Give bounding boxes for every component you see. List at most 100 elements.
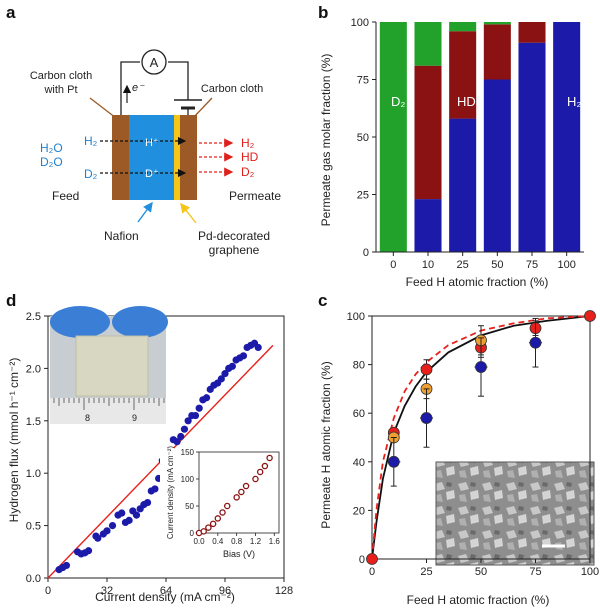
data-point bbox=[221, 370, 229, 378]
graphene-pointer bbox=[180, 202, 197, 224]
data-point bbox=[254, 343, 262, 352]
inset-data-point bbox=[200, 528, 207, 535]
bar-segment bbox=[414, 199, 442, 252]
y-axis-label: Permeate H atomic fraction (%) bbox=[319, 361, 333, 528]
x-tick-label: 128 bbox=[275, 585, 293, 597]
data-point bbox=[180, 425, 189, 433]
bar-segment bbox=[553, 22, 581, 252]
output-h2-label: H₂ bbox=[241, 136, 255, 150]
right-electrode-label: Carbon cloth bbox=[201, 83, 263, 95]
ruler-label-9: 9 bbox=[132, 413, 137, 423]
data-point bbox=[239, 352, 248, 360]
y-tick-label: 2.0 bbox=[26, 363, 41, 375]
y-tick-label: 0 bbox=[363, 247, 369, 259]
bar-segment bbox=[483, 24, 511, 80]
bar-segment bbox=[483, 22, 511, 25]
output-hd-label: HD bbox=[241, 150, 259, 164]
data-point bbox=[84, 547, 93, 555]
ruler-ticks bbox=[53, 398, 165, 410]
data-point bbox=[202, 394, 211, 402]
inset-data-point bbox=[252, 475, 259, 483]
x-tick-label: 75 bbox=[529, 566, 541, 578]
inset-data-point bbox=[214, 515, 222, 522]
x-tick-label: 0 bbox=[369, 566, 375, 578]
x-axis-label: Feed H atomic fraction (%) bbox=[407, 593, 550, 607]
photo-inset: 8 9 bbox=[50, 306, 168, 424]
glove-right bbox=[112, 306, 168, 338]
inset-data-point bbox=[261, 462, 269, 470]
graphene-label-line1: Pd-decorated bbox=[198, 229, 270, 243]
left-electrode-label-line2: with Pt bbox=[43, 84, 77, 96]
data-point bbox=[132, 511, 141, 519]
sem-inset-image bbox=[435, 461, 595, 566]
x-tick-label: 10 bbox=[422, 259, 434, 271]
proton-label: H⁺ bbox=[145, 137, 159, 149]
x-axis-label: Feed H atomic fraction (%) bbox=[406, 275, 549, 289]
bar-group bbox=[379, 22, 581, 253]
data-point bbox=[584, 310, 596, 322]
bar-segment bbox=[414, 65, 442, 200]
inset-data-point bbox=[233, 494, 240, 501]
data-point bbox=[217, 375, 225, 383]
x-tick-label: 50 bbox=[491, 259, 503, 271]
data-point bbox=[103, 527, 111, 535]
permeate-label: Permeate bbox=[229, 189, 281, 203]
x-tick-label: 64 bbox=[160, 585, 172, 597]
y-tick-label: 100 bbox=[351, 17, 369, 29]
feed-d2o-label: D₂O bbox=[40, 155, 63, 169]
axes: 0 25 50 75 100 0 20 40 60 80 100 bbox=[347, 311, 600, 578]
bar-segment bbox=[449, 31, 477, 119]
inset-data-point bbox=[242, 482, 250, 490]
ammeter-icon bbox=[141, 49, 167, 75]
data-point bbox=[94, 534, 102, 542]
inset-background bbox=[160, 448, 282, 564]
circuit-wire-right bbox=[168, 61, 189, 100]
panel-a-letter: a bbox=[6, 3, 16, 22]
inset-x-tick-label: 0.0 bbox=[193, 537, 205, 546]
inset-data-point bbox=[209, 520, 217, 528]
bar-segment bbox=[414, 22, 442, 66]
data-point bbox=[151, 485, 159, 493]
x-tick-label: 0 bbox=[390, 259, 396, 271]
y-tick-label: 40 bbox=[353, 457, 365, 469]
nafion-pointer bbox=[137, 201, 153, 223]
inset-data-point bbox=[266, 454, 273, 462]
bar-segment bbox=[449, 22, 477, 32]
electron-label: e⁻ bbox=[132, 82, 145, 94]
data-point bbox=[228, 362, 236, 370]
inset-data-point bbox=[223, 502, 231, 510]
nafion-membrane bbox=[129, 115, 174, 200]
x-tick-label: 25 bbox=[457, 259, 469, 271]
x-tick-label: 25 bbox=[420, 566, 432, 578]
bar-segment bbox=[483, 79, 511, 252]
inset-x-tick-label: 1.6 bbox=[269, 537, 281, 546]
y-axis-label: Permeate gas molar fraction (%) bbox=[319, 54, 333, 227]
y-tick-label: 1.0 bbox=[26, 468, 41, 480]
panel-a-schematic: a A e⁻ Carbon cloth with Pt Carbon cloth… bbox=[6, 3, 281, 257]
bar-label-h2: H₂ bbox=[567, 94, 581, 109]
left-electrode-label-line1: Carbon cloth bbox=[30, 70, 92, 82]
glove-left bbox=[50, 306, 110, 338]
y-tick-label: 100 bbox=[347, 311, 365, 323]
y-tick-label: 20 bbox=[353, 505, 365, 517]
ruler-label-8: 8 bbox=[85, 413, 90, 423]
bar-segment bbox=[518, 22, 546, 43]
graphene-layer bbox=[174, 115, 180, 200]
graphene-label-line2: graphene bbox=[209, 243, 260, 257]
membrane-sample bbox=[75, 335, 149, 397]
y-tick-label: 25 bbox=[357, 190, 369, 202]
x-tick-label: 32 bbox=[101, 585, 113, 597]
y-tick-label: 1.5 bbox=[26, 416, 41, 428]
ruler bbox=[50, 398, 166, 424]
inset-data-point bbox=[238, 488, 245, 496]
inset-data-point bbox=[256, 468, 264, 476]
inset-x-tick-label: 0.4 bbox=[212, 537, 224, 546]
nafion-label: Nafion bbox=[104, 229, 139, 243]
x-tick-label: 96 bbox=[219, 585, 231, 597]
left-electrode-pointer bbox=[89, 97, 117, 119]
y-tick-label: 80 bbox=[353, 360, 365, 372]
data-point bbox=[118, 509, 126, 517]
bar-segment bbox=[518, 42, 546, 253]
